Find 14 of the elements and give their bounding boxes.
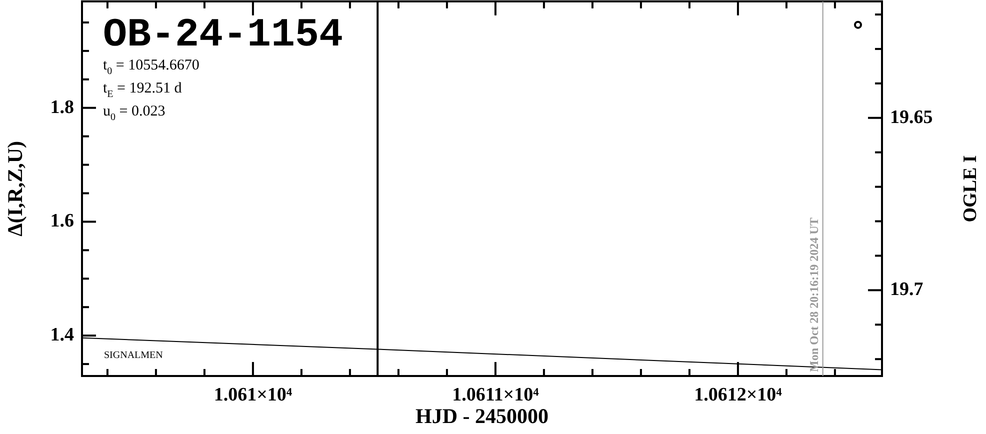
y2-tick-label: 19.65: [890, 106, 933, 128]
chart-title: OB-24-1154: [103, 13, 344, 58]
y-tick-label: 1.8: [50, 96, 74, 118]
x-tick-label: 1.0612×10⁴: [694, 384, 782, 406]
y-tick-label: 1.4: [50, 324, 74, 346]
x-axis-title: HJD - 2450000: [416, 404, 548, 428]
y-axis-title: Δ(I,R,Z,U): [3, 140, 28, 236]
annotation: SIGNALMEN: [104, 350, 163, 361]
x-tick-label: 1.0611×10⁴: [452, 384, 540, 406]
y2-axis-title: OGLE I: [960, 155, 981, 222]
annotation: Mon Oct 28 20:16:19 2024 UT: [806, 218, 821, 372]
y-tick-label: 1.6: [50, 210, 74, 232]
y2-tick-label: 19.7: [890, 279, 924, 300]
x-tick-label: 1.061×10⁴: [214, 384, 292, 406]
